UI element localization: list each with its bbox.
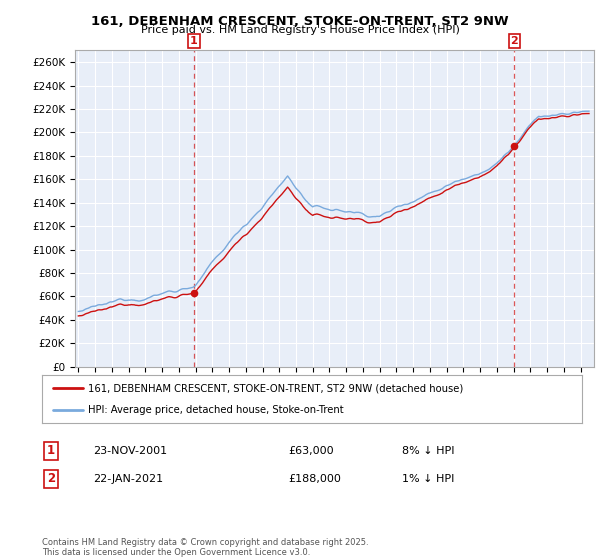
- Text: 2: 2: [47, 472, 55, 486]
- Text: £63,000: £63,000: [288, 446, 334, 456]
- Text: 8% ↓ HPI: 8% ↓ HPI: [402, 446, 455, 456]
- Text: 23-NOV-2001: 23-NOV-2001: [93, 446, 167, 456]
- Text: Price paid vs. HM Land Registry's House Price Index (HPI): Price paid vs. HM Land Registry's House …: [140, 25, 460, 35]
- Text: 2: 2: [511, 36, 518, 46]
- Text: £188,000: £188,000: [288, 474, 341, 484]
- Text: 1% ↓ HPI: 1% ↓ HPI: [402, 474, 454, 484]
- Text: Contains HM Land Registry data © Crown copyright and database right 2025.
This d: Contains HM Land Registry data © Crown c…: [42, 538, 368, 557]
- Text: 1: 1: [47, 444, 55, 458]
- Text: 161, DEBENHAM CRESCENT, STOKE-ON-TRENT, ST2 9NW: 161, DEBENHAM CRESCENT, STOKE-ON-TRENT, …: [91, 15, 509, 27]
- Text: 22-JAN-2021: 22-JAN-2021: [93, 474, 163, 484]
- Text: HPI: Average price, detached house, Stoke-on-Trent: HPI: Average price, detached house, Stok…: [88, 405, 344, 415]
- Text: 161, DEBENHAM CRESCENT, STOKE-ON-TRENT, ST2 9NW (detached house): 161, DEBENHAM CRESCENT, STOKE-ON-TRENT, …: [88, 383, 463, 393]
- Text: 1: 1: [190, 36, 198, 46]
